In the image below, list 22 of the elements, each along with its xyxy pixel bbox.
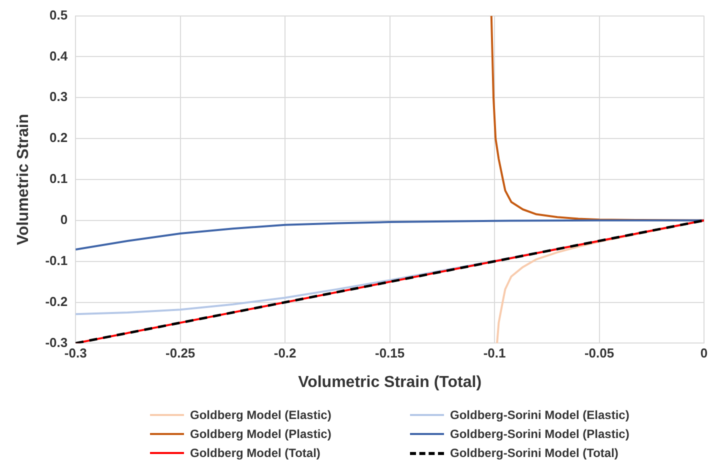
y-tick-label: -0.2: [45, 294, 68, 309]
legend-label: Goldberg-Sorini Model (Elastic): [450, 408, 630, 422]
legend-label: Goldberg Model (Total): [190, 446, 320, 460]
legend-label: Goldberg-Sorini Model (Total): [450, 446, 618, 460]
y-tick-label: 0.4: [50, 48, 68, 64]
y-tick-label: 0.2: [50, 130, 68, 146]
x-tick-label: -0.2: [274, 346, 296, 361]
x-tick-label: -0.1: [483, 346, 506, 361]
x-tick-label: -0.15: [374, 346, 405, 361]
y-tick-label: 0.5: [50, 7, 68, 22]
legend-label: Goldberg-Sorini Model (Plastic): [450, 427, 630, 441]
y-tick-label: 0: [60, 212, 68, 228]
x-tick-label: 0: [700, 346, 708, 361]
x-tick-label: -0.25: [166, 346, 196, 361]
legend-label: Goldberg Model (Plastic): [190, 427, 332, 441]
legend-label: Goldberg Model (Elastic): [190, 408, 332, 422]
y-axis-title: Volumetric Strain: [15, 114, 32, 246]
y-tick-label: 0.3: [50, 89, 68, 104]
x-tick-label: -0.05: [584, 346, 614, 361]
x-axis-title: Volumetric Strain (Total): [298, 374, 482, 391]
y-tick-label: -0.1: [45, 252, 68, 268]
y-tick-label: 0.1: [50, 171, 68, 186]
